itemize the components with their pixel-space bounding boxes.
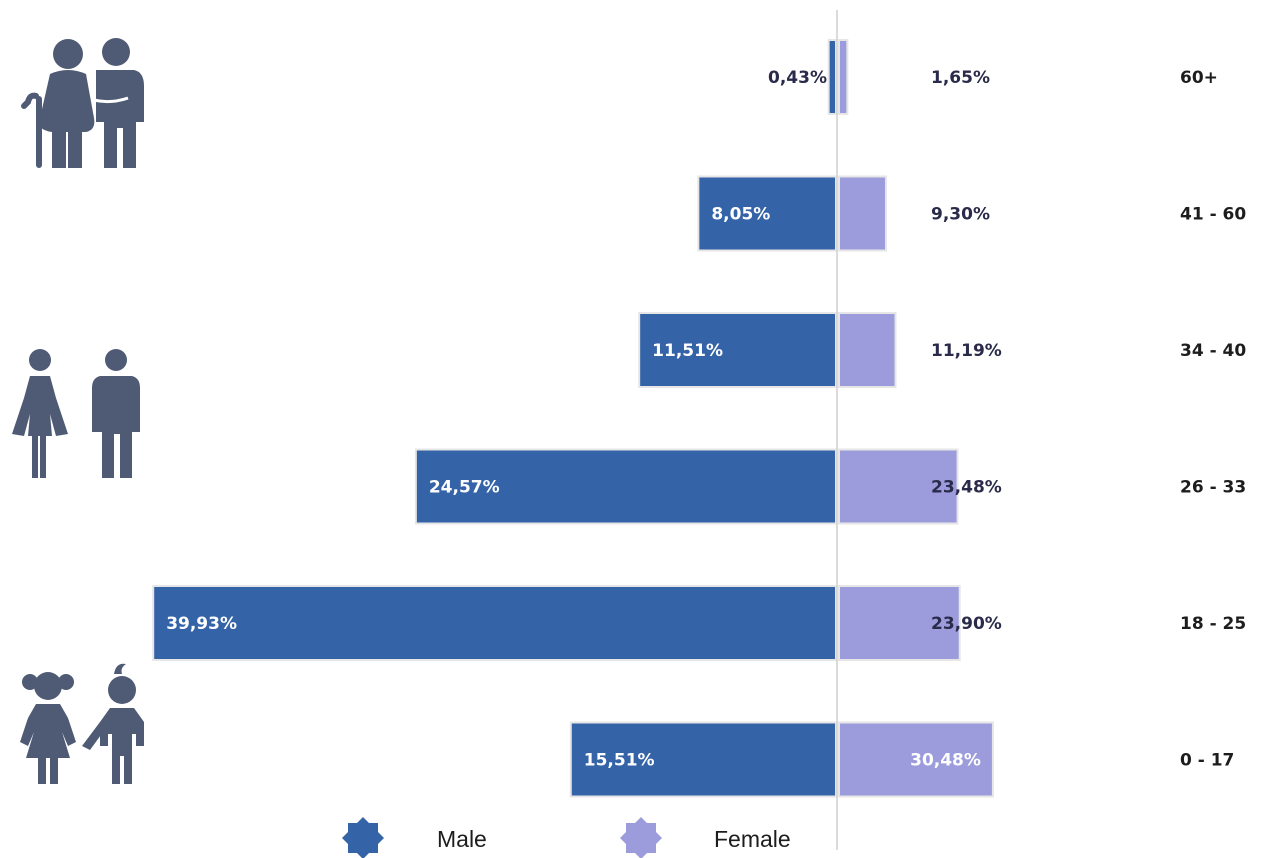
category-label-1: 41 - 60 — [1180, 205, 1246, 225]
data-label-male-4: 39,93% — [166, 614, 237, 634]
children-couple-icon — [20, 663, 144, 784]
data-label-female-2: 11,19% — [931, 341, 1002, 361]
data-label-female-3: 23,48% — [931, 478, 1002, 498]
data-label-female-1: 9,30% — [931, 205, 990, 225]
bar-male-3 — [414, 448, 837, 525]
bar-male-4 — [152, 585, 837, 661]
elderly-couple-icon — [21, 38, 144, 168]
bar-female-4 — [838, 585, 961, 661]
bar-male-0 — [827, 39, 837, 115]
data-label-male-0: 0,43% — [768, 68, 827, 88]
female-legend-icon — [620, 817, 662, 858]
bar-female-0 — [838, 39, 849, 115]
data-label-female-5: 30,48% — [910, 751, 981, 771]
adult-couple-icon — [12, 349, 140, 478]
category-label-4: 18 - 25 — [1180, 614, 1246, 634]
category-label-0: 60+ — [1180, 68, 1218, 88]
category-label-3: 26 - 33 — [1180, 478, 1246, 498]
data-label-female-0: 1,65% — [931, 68, 990, 88]
legend-item-male: Male — [342, 817, 487, 858]
bar-male-2 — [638, 312, 838, 388]
legend-item-female: Female — [620, 817, 791, 858]
data-label-male-5: 15,51% — [584, 751, 655, 771]
data-label-male-3: 24,57% — [429, 478, 500, 498]
bar-female-1 — [838, 175, 887, 252]
category-label-5: 0 - 17 — [1180, 751, 1234, 771]
category-label-2: 34 - 40 — [1180, 341, 1246, 361]
male-legend-icon — [342, 817, 384, 858]
legend-label-female: Female — [714, 826, 791, 852]
data-label-male-2: 11,51% — [652, 341, 723, 361]
data-label-female-4: 23,90% — [931, 614, 1002, 634]
data-label-male-1: 8,05% — [711, 205, 770, 225]
bar-male-1 — [697, 175, 837, 252]
labels-layer: 0,43% 1,65% 60+ 8,05% 9,30% 41 - 60 11,51% 11,1… — [166, 68, 1246, 771]
bar-female-5 — [838, 721, 994, 798]
legend-label-male: Male — [437, 826, 487, 852]
bar-male-5 — [569, 721, 837, 798]
bars-layer — [152, 39, 994, 798]
legend: Male Female — [342, 817, 791, 858]
bar-female-3 — [838, 448, 959, 525]
bar-female-2 — [838, 312, 897, 388]
